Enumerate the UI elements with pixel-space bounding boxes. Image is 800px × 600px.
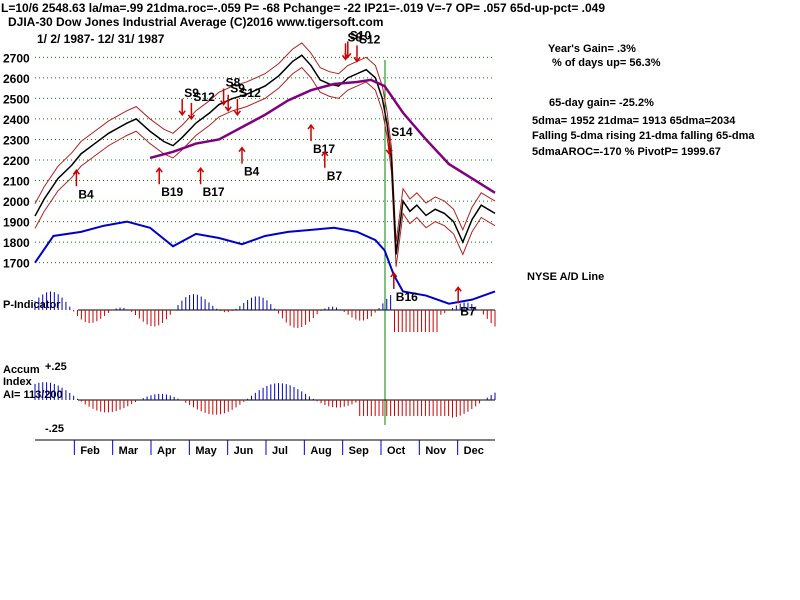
price-line [34, 54, 496, 255]
signal-label: B19 [161, 185, 183, 199]
price-bands [34, 42, 496, 267]
signal-arrowhead [187, 114, 195, 121]
y-tick-label: 1900 [3, 216, 30, 230]
y-tick-label: 2300 [3, 133, 30, 147]
band-line [34, 66, 496, 267]
signal-label: S8 [226, 76, 241, 90]
month-label: Jun [234, 445, 254, 457]
signal-arrowhead [197, 166, 205, 173]
header-line2: DJIA-30 Dow Jones Industrial Average (C)… [8, 15, 383, 29]
header-line1: L=10/6 2548.63 la/ma=.99 21dma.roc=-.059… [1, 1, 605, 15]
signal-label: B16 [396, 290, 418, 304]
p-indicator-bars [34, 291, 496, 332]
signal-label: B4 [78, 187, 94, 201]
signal-label: B4 [244, 165, 260, 179]
accum-bottom-label: -.25 [45, 423, 64, 435]
y-tick-label: 1800 [3, 236, 30, 250]
signal-arrowhead [390, 271, 398, 278]
accum-label-2: Index [3, 376, 33, 388]
signal-label: S8 [348, 30, 363, 44]
y-tick-label: 1700 [3, 257, 30, 271]
month-label: Feb [80, 445, 100, 457]
signal-arrowhead [233, 110, 241, 117]
y-tick-label: 2400 [3, 113, 30, 127]
signal-label: S12 [193, 90, 215, 104]
y-tick-label: 2100 [3, 175, 30, 189]
signal-arrowhead [178, 110, 186, 117]
band-line [34, 42, 496, 243]
pct-days-up: % of days up= 56.3% [552, 57, 661, 69]
header-line3: 1/ 2/ 1987- 12/ 31/ 1987 [37, 32, 165, 46]
gain-65day: 65-day gain= -25.2% [549, 97, 654, 109]
signal-arrowhead [307, 123, 315, 130]
p-indicator-label: P-Indicator [3, 299, 61, 311]
signal-label: S9 [184, 86, 199, 100]
signal-arrowhead [220, 100, 228, 106]
ad-line-series [34, 220, 496, 305]
ma65-series [149, 78, 496, 194]
signal-arrowhead [454, 286, 462, 292]
y-tick-label: 2000 [3, 195, 30, 209]
y-tick-label: 2600 [3, 72, 30, 86]
signal-arrowhead [238, 146, 246, 153]
signal-label: B17 [313, 142, 335, 156]
signal-arrowhead [155, 166, 163, 173]
signal-arrowhead [72, 169, 81, 175]
price-series [34, 54, 496, 255]
month-label: Nov [425, 445, 447, 457]
accum-top-label: +.25 [45, 361, 67, 373]
month-label: May [195, 445, 217, 457]
signal-label: S12 [359, 32, 381, 46]
month-label: Jul [272, 445, 288, 457]
signal-arrowhead [224, 106, 232, 112]
ad-line [34, 220, 496, 305]
accum-bars [34, 382, 496, 418]
aroc: 5dmaAROC=-170 % PivotP= 1999.67 [532, 146, 721, 158]
ma-trend: Falling 5-dma rising 21-dma falling 65-d… [532, 130, 755, 142]
signal-arrowhead [341, 54, 350, 61]
y-tick-label: 2700 [3, 51, 30, 65]
signal-arrowhead [321, 150, 329, 157]
price-grid [35, 56, 495, 264]
signal-arrowhead [353, 56, 361, 63]
price-y-tick-labels: 1700 1800 1900 2000 2100 2200 2300 2400 2500 2600… [3, 51, 30, 270]
ma-values: 5dma= 1952 21dma= 1913 65dma=2034 [532, 115, 736, 127]
month-label: Apr [157, 445, 177, 457]
ma65-line [149, 78, 496, 194]
signal-markers: B4 B19 B17S9S12S8S9S12B4B17B7S10S8S12S14B1… [72, 28, 476, 318]
signal-label: S12 [239, 86, 261, 100]
month-label: Dec [464, 445, 484, 457]
y-tick-label: 2500 [3, 92, 30, 106]
month-labels: Feb Mar Apr May Jun Jul Aug Sep Oct Nov Dec [73, 440, 484, 457]
month-label: Oct [387, 445, 406, 457]
accum-label-3: AI= 113/200 [3, 389, 63, 401]
signal-label: S10 [350, 28, 372, 42]
years-gain: Year's Gain= .3% [548, 43, 636, 55]
month-label: Aug [310, 445, 331, 457]
y-tick-label: 2200 [3, 154, 30, 168]
signal-label: S14 [391, 125, 413, 139]
month-label: Mar [119, 445, 139, 457]
signal-label: B17 [203, 185, 225, 199]
ad-line-label: NYSE A/D Line [527, 271, 604, 283]
signal-label: S9 [230, 82, 245, 96]
signal-arrowhead [385, 149, 393, 156]
month-label: Sep [349, 445, 369, 457]
signal-label: B7 [327, 169, 343, 183]
accum-label-1: Accum [3, 364, 40, 376]
